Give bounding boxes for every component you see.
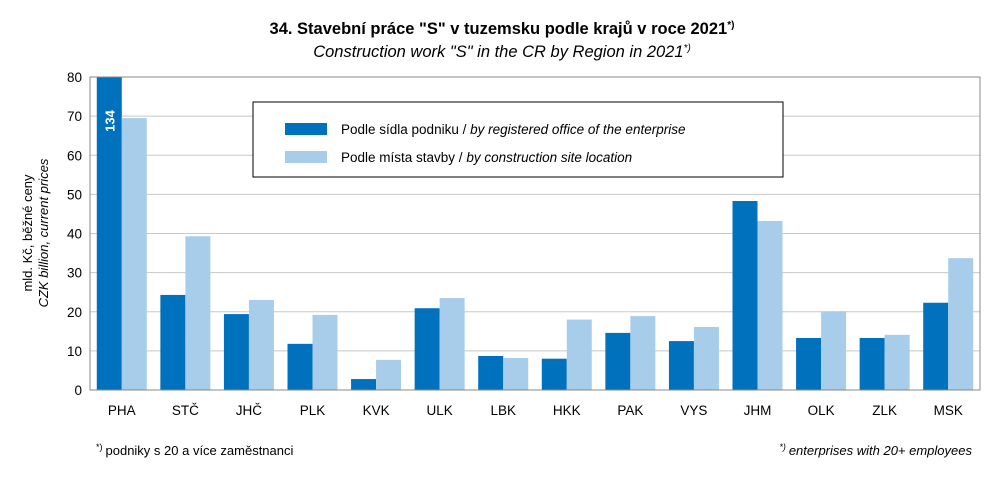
bar — [185, 236, 211, 390]
x-tick-label: MSK — [934, 403, 963, 418]
bar — [351, 379, 377, 390]
legend-label-en: by registered office of the enterprise — [466, 122, 685, 137]
bar — [605, 332, 631, 390]
chart-title: 34. Stavební práce "S" v tuzemsku podle … — [270, 20, 735, 38]
value-label: 134 — [102, 109, 117, 131]
plot-border — [89, 76, 981, 391]
y-tick-label: 60 — [67, 148, 82, 163]
bar — [439, 298, 465, 390]
bar — [923, 302, 949, 390]
bar — [668, 341, 694, 390]
y-tick-label: 40 — [67, 227, 82, 242]
x-tick-label: JHM — [744, 403, 772, 418]
bar — [821, 311, 847, 390]
y-axis-label-en: CZK billion, current prices — [36, 158, 51, 307]
footnote-text: podniky s 20 a více zaměstnanci — [106, 443, 294, 458]
legend-label: Podle místa stavby / by construction sit… — [341, 150, 632, 165]
bar — [414, 308, 440, 390]
x-tick-label: PAK — [617, 403, 643, 418]
bar — [948, 258, 974, 390]
subtitle-note-mark: *) — [684, 43, 691, 54]
footnote-mark: *) — [96, 442, 103, 452]
legend-label-cz: Podle místa stavby / — [341, 150, 463, 165]
bar — [478, 355, 504, 390]
x-tick-label: PLK — [300, 403, 326, 418]
footnote-left: *) podniky s 20 a více zaměstnanci — [96, 442, 293, 458]
bar — [884, 334, 910, 390]
y-tick-label: 0 — [74, 383, 82, 398]
legend-label-en: by construction site location — [463, 150, 633, 165]
y-tick-label: 30 — [67, 266, 82, 281]
legend-swatch — [285, 123, 327, 135]
x-tick-label: STČ — [172, 403, 199, 418]
bar — [160, 294, 186, 390]
y-tick-label: 50 — [67, 187, 82, 202]
bar — [223, 314, 249, 390]
x-tick-label: JHČ — [236, 403, 262, 418]
y-tick-label: 70 — [67, 109, 82, 124]
x-tick-label: HKK — [553, 403, 581, 418]
y-axis-label: mld. Kč, běžné ceny — [20, 174, 35, 292]
x-tick-label: ULK — [427, 403, 453, 418]
bar — [693, 327, 719, 390]
legend-label-cz: Podle sídla podniku / — [341, 122, 467, 137]
title-text: 34. Stavební práce "S" v tuzemsku podle … — [270, 20, 728, 38]
bar — [503, 357, 529, 390]
footnote-right: *) enterprises with 20+ employees — [779, 442, 972, 458]
bar — [630, 316, 656, 390]
bar — [312, 314, 338, 390]
bar — [376, 359, 402, 390]
y-tick-label: 80 — [67, 70, 82, 85]
chart-subtitle: Construction work "S" in the CR by Regio… — [313, 43, 691, 61]
subtitle-text: Construction work "S" in the CR by Regio… — [313, 43, 683, 61]
legend-box — [252, 101, 784, 178]
bar — [121, 118, 147, 390]
bar — [859, 337, 885, 390]
legend-label: Podle sídla podniku / by registered offi… — [341, 122, 685, 137]
y-tick-label: 20 — [67, 305, 82, 320]
legend-swatch — [285, 151, 327, 163]
x-tick-label: PHA — [108, 403, 136, 418]
title-note-mark: *) — [727, 20, 734, 31]
footnote-text: enterprises with 20+ employees — [789, 443, 973, 458]
footnote-mark: *) — [779, 442, 786, 452]
plot-area — [96, 77, 974, 390]
x-tick-label: KVK — [363, 403, 390, 418]
x-tick-label: LBK — [490, 403, 516, 418]
y-tick-label: 10 — [67, 344, 82, 359]
x-tick-label: ZLK — [872, 403, 897, 418]
x-tick-label: VYS — [680, 403, 707, 418]
bar — [96, 77, 122, 390]
bar — [248, 300, 274, 390]
bar — [732, 201, 758, 390]
bar — [287, 343, 313, 390]
bar — [757, 220, 783, 390]
bar — [796, 337, 822, 390]
bar — [566, 319, 592, 390]
x-tick-label: OLK — [808, 403, 835, 418]
bar — [541, 358, 567, 390]
